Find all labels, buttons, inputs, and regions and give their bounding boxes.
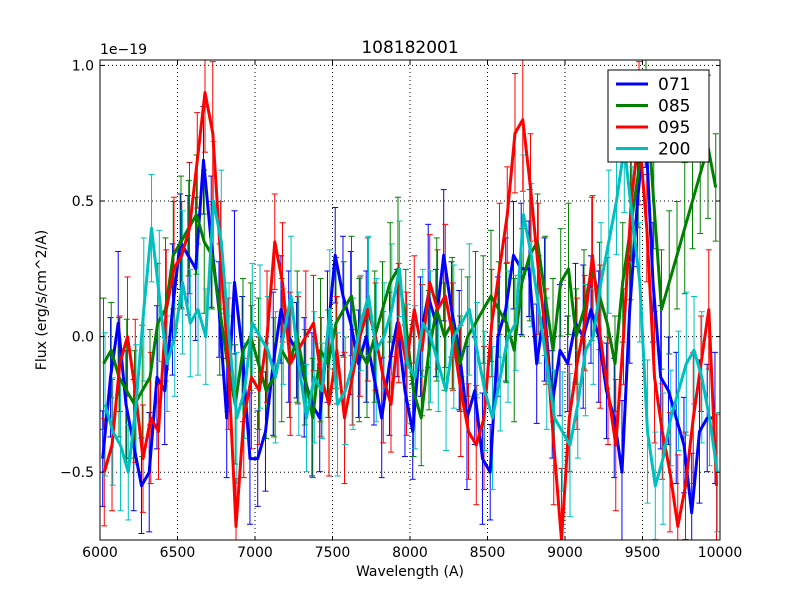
- x-tick-label: 8500: [470, 545, 506, 561]
- y-tick-label: −0.5: [60, 465, 94, 481]
- x-tick-label: 6500: [160, 545, 196, 561]
- legend-label-071: 071: [658, 75, 690, 95]
- series-line-085: [102, 91, 718, 420]
- y-tick-label: 0.5: [72, 194, 94, 210]
- ticks: 6000 6500 7000 7500 8000 8500 9000 9500 10000 −0.…: [60, 58, 742, 561]
- x-tick-label: 7000: [237, 545, 273, 561]
- legend-label-085: 085: [658, 97, 690, 117]
- x-axis-label: Wavelength (A): [356, 564, 464, 580]
- x-tick-label: 6000: [82, 545, 118, 561]
- series-line-200: [103, 145, 719, 488]
- y-tick-label: 0.0: [72, 330, 94, 346]
- x-tick-label: 10000: [698, 545, 743, 561]
- series-layer: [100, 60, 720, 540]
- y-axis-label: Flux (erg/s/cm^2/A): [34, 230, 50, 370]
- x-tick-label: 9500: [625, 545, 661, 561]
- x-tick-label: 7500: [315, 545, 351, 561]
- chart-title: 108182001: [361, 38, 458, 58]
- series-line-095: [102, 91, 718, 540]
- series-line-071: [101, 118, 715, 515]
- legend-label-095: 095: [658, 118, 690, 138]
- x-tick-label: 8000: [392, 545, 428, 561]
- y-tick-label: 1.0: [72, 58, 94, 74]
- legend-label-200: 200: [658, 140, 690, 160]
- y-offset-text: 1e−19: [100, 42, 147, 58]
- x-tick-label: 9000: [547, 545, 583, 561]
